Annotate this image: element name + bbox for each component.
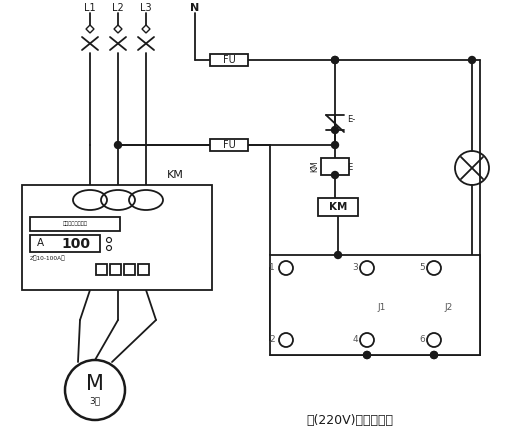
Text: 4: 4 <box>352 336 358 344</box>
Text: KM: KM <box>310 160 319 172</box>
Circle shape <box>430 352 438 359</box>
Bar <box>210 139 248 151</box>
Text: A: A <box>36 238 44 248</box>
Text: E: E <box>347 163 352 172</box>
Bar <box>110 264 121 275</box>
Circle shape <box>334 251 341 258</box>
Bar <box>96 264 107 275</box>
Text: KM: KM <box>167 170 183 180</box>
Bar <box>270 255 480 355</box>
Text: 100: 100 <box>61 236 91 251</box>
Circle shape <box>364 352 370 359</box>
Circle shape <box>331 127 339 133</box>
Bar <box>30 235 100 252</box>
Text: 5: 5 <box>419 264 425 273</box>
Text: J2: J2 <box>444 304 452 312</box>
Text: L2: L2 <box>112 3 124 13</box>
Text: FU: FU <box>222 140 235 150</box>
Text: 2: 2 <box>269 336 275 344</box>
Circle shape <box>430 352 438 359</box>
Text: 配(220V)一般接线图: 配(220V)一般接线图 <box>306 413 393 426</box>
Text: 3: 3 <box>352 264 358 273</box>
Bar <box>210 54 248 66</box>
Text: FU: FU <box>222 55 235 65</box>
Bar <box>138 264 149 275</box>
Circle shape <box>331 57 339 64</box>
Circle shape <box>468 57 476 64</box>
Bar <box>22 185 212 290</box>
Text: 6: 6 <box>419 336 425 344</box>
Bar <box>30 217 120 231</box>
Text: 电动机智能监控器: 电动机智能监控器 <box>63 222 88 226</box>
Text: KM: KM <box>329 202 347 212</box>
Text: Z（10-100A）: Z（10-100A） <box>30 255 66 261</box>
Text: E-: E- <box>347 115 355 124</box>
Bar <box>321 158 349 175</box>
Bar <box>318 198 358 216</box>
Circle shape <box>331 57 339 64</box>
Circle shape <box>364 352 370 359</box>
Text: N: N <box>190 3 200 13</box>
Text: 3～: 3～ <box>90 397 101 406</box>
Text: L3: L3 <box>140 3 152 13</box>
Text: L1: L1 <box>84 3 96 13</box>
Circle shape <box>115 142 121 149</box>
Text: J1: J1 <box>377 304 386 312</box>
Circle shape <box>331 172 339 178</box>
Bar <box>124 264 135 275</box>
Circle shape <box>331 142 339 149</box>
Text: 1: 1 <box>269 264 275 273</box>
Text: M: M <box>86 374 104 394</box>
